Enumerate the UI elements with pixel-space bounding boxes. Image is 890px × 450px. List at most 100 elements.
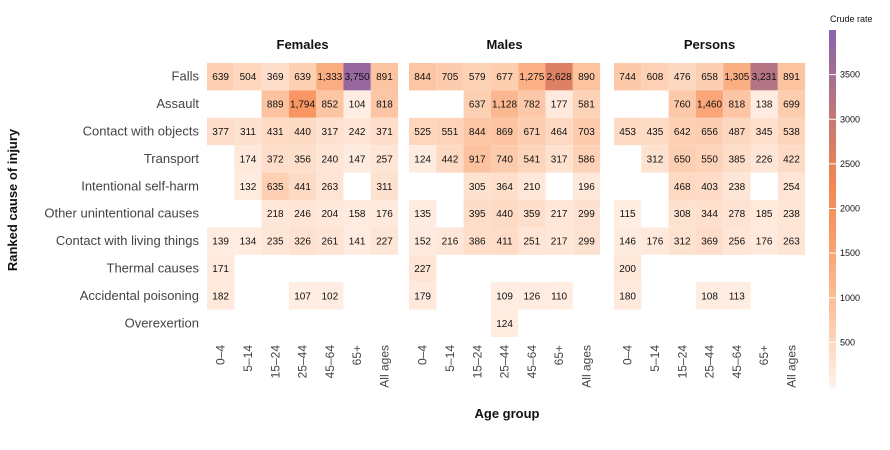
legend-color-step	[829, 244, 836, 251]
row-labels: Falls Assault Contact with objects Transpor…	[44, 69, 199, 331]
cell-value-label: 3,750	[345, 72, 370, 83]
heatmap-cell	[409, 63, 437, 91]
heatmap-cell	[436, 145, 464, 173]
heatmap-cell	[545, 117, 573, 146]
cell-value-label: 852	[322, 100, 339, 111]
cell-value-label: 147	[349, 154, 366, 165]
legend-color-step	[829, 327, 836, 335]
cell-value-label: 538	[783, 127, 800, 138]
heatmap-cell	[234, 63, 262, 91]
heatmap-cell	[614, 117, 642, 146]
heatmap-cell	[614, 200, 642, 228]
heatmap-cell	[288, 90, 317, 118]
legend-color-step	[829, 309, 836, 317]
legend-color-step	[829, 315, 836, 323]
legend-color-step	[829, 202, 836, 210]
heatmap-cell	[343, 145, 371, 173]
cell-value-label: 115	[620, 209, 636, 220]
legend-tick-label: 2000	[840, 204, 860, 214]
cell-value-label: 251	[524, 237, 541, 248]
cell-value-label: 152	[414, 237, 431, 248]
heatmap-cell	[572, 172, 601, 200]
legend-ticks: 500 1000 1500 2000 2500 3000 3500	[829, 70, 860, 347]
cell-value-label: 263	[783, 237, 800, 248]
heatmap-cell	[777, 172, 806, 200]
heatmap-cell	[207, 117, 235, 146]
heatmap-cell	[409, 117, 437, 146]
legend-color-step	[829, 137, 836, 144]
cell-value-label: 326	[294, 237, 311, 248]
cell-value-label: 176	[647, 237, 664, 248]
heatmap-cell	[572, 227, 601, 255]
heatmap-cell	[343, 63, 371, 91]
legend-color-step	[829, 77, 836, 85]
legend-color-step	[829, 369, 836, 376]
x-tick-label: 15–24	[470, 345, 484, 379]
legend-color-step	[829, 333, 836, 340]
heatmap-cell	[261, 90, 289, 118]
cell-value-label: 182	[212, 291, 229, 302]
heatmap-cell	[723, 172, 751, 200]
legend-color-step	[829, 291, 836, 299]
legend-color-step	[829, 256, 836, 263]
cell-value-label: 146	[619, 237, 636, 248]
heatmap-cell	[490, 117, 519, 146]
cell-value-label: 240	[322, 154, 339, 165]
cell-value-label: 108	[701, 291, 718, 302]
heatmap-cell	[777, 200, 806, 228]
cell-value-label: 395	[469, 209, 486, 220]
heatmap-cell	[234, 117, 262, 146]
cell-value-label: 218	[267, 209, 284, 220]
heatmap-cell	[614, 227, 642, 255]
heatmap-cell	[750, 200, 778, 228]
cell-value-label: 246	[294, 209, 311, 220]
legend-color-step	[829, 345, 836, 352]
heatmap-cell	[343, 227, 371, 255]
heatmap-cell	[288, 200, 317, 228]
legend-color-step	[829, 297, 836, 305]
color-legend: Crude rate 500 1000 1500 2000 2500 3000 3500	[829, 14, 873, 388]
cell-value-label: 586	[578, 154, 595, 165]
legend-color-bar	[829, 30, 836, 388]
cell-value-label: 235	[267, 237, 284, 248]
cell-value-label: 3,231	[752, 72, 777, 83]
heatmap-cell	[572, 117, 601, 146]
cell-value-label: 890	[578, 72, 595, 83]
heatmap-cell	[463, 90, 491, 118]
cell-value-label: 312	[674, 237, 691, 248]
cell-value-label: 311	[240, 127, 256, 138]
row-label: Other unintentional causes	[44, 206, 199, 221]
x-tick-label: 0–4	[214, 345, 228, 365]
heatmap-cell	[234, 172, 262, 200]
panel-males: Males 844 705 579 677 1,275 2,628 890 637 1,128 78…	[409, 30, 601, 388]
heatmap-cell	[641, 145, 669, 173]
cell-value-label: 453	[619, 127, 636, 138]
cell-value-label: 299	[578, 237, 595, 248]
cell-value-label: 403	[701, 182, 718, 193]
heatmap-cell	[234, 145, 262, 173]
heatmap-cell	[343, 117, 371, 146]
cell-value-label: 639	[212, 72, 229, 83]
cell-value-label: 124	[496, 319, 513, 330]
heatmap-cell	[490, 172, 519, 200]
cell-value-label: 364	[496, 182, 513, 193]
heatmap-cell	[777, 117, 806, 146]
heatmap-cell	[316, 117, 344, 146]
heatmap-cell	[668, 63, 696, 91]
cell-value-label: 891	[783, 72, 800, 83]
cell-value-label: 311	[376, 182, 392, 193]
heatmap-cell	[723, 117, 751, 146]
heatmap-cell	[777, 90, 806, 118]
heatmap-cell	[409, 227, 437, 255]
heatmap-cell	[518, 90, 546, 118]
legend-color-step	[829, 166, 836, 174]
y-axis-title: Ranked cause of injury	[5, 128, 20, 271]
cell-value-label: 113	[729, 291, 745, 302]
heatmap-cell	[723, 282, 751, 310]
cell-value-label: 344	[701, 209, 718, 220]
heatmap-cell	[518, 145, 546, 173]
cell-value-label: 442	[442, 154, 459, 165]
cell-value-label: 441	[294, 182, 311, 193]
heatmap-cell	[490, 145, 519, 173]
